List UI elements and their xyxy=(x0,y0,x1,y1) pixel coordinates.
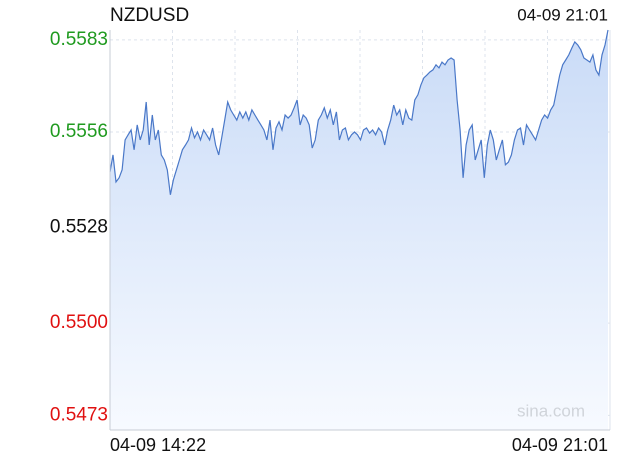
price-line xyxy=(109,29,609,195)
timestamp: 04-09 21:01 xyxy=(517,5,608,24)
y-tick-label: 0.5583 xyxy=(50,29,108,50)
y-tick-label: 0.5556 xyxy=(50,121,108,142)
y-tick-label: 0.5528 xyxy=(50,217,108,238)
watermark: sina.com xyxy=(517,401,585,420)
x-label-end: 04-09 21:01 xyxy=(512,435,608,455)
y-tick-label: 0.5500 xyxy=(50,312,108,333)
x-label-start: 04-09 14:22 xyxy=(110,435,206,455)
chart-title: NZDUSD xyxy=(110,5,189,26)
area xyxy=(110,30,608,430)
y-tick-label: 0.5473 xyxy=(50,404,108,425)
